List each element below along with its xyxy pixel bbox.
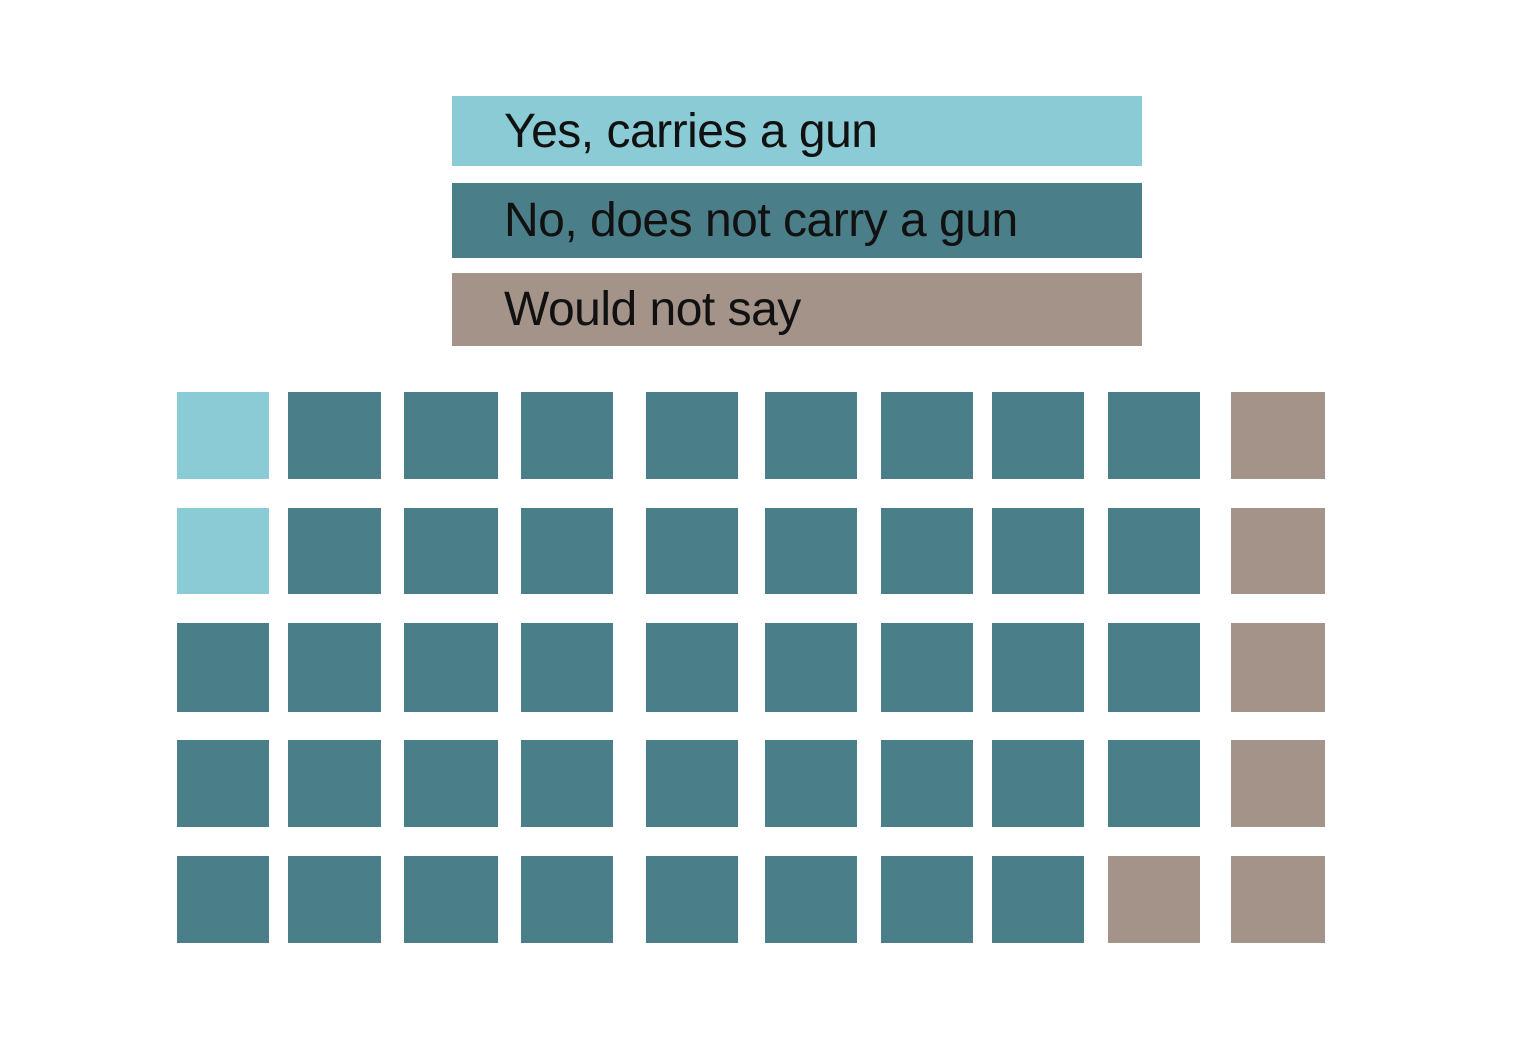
waffle-cell-no: [992, 740, 1084, 827]
waffle-cell-no: [646, 508, 738, 594]
waffle-cell-no: [765, 740, 857, 827]
waffle-cell-no: [521, 392, 613, 479]
waffle-cell-no: [881, 392, 973, 479]
waffle-cell-wns: [1231, 508, 1325, 594]
waffle-cell-no: [1108, 392, 1200, 479]
legend-item-would-not-say: Would not say: [452, 273, 1142, 346]
waffle-cell-no: [765, 392, 857, 479]
waffle-cell-wns: [1231, 623, 1325, 712]
waffle-cell-no: [404, 740, 498, 827]
waffle-cell-no: [177, 623, 269, 712]
waffle-cell-no: [992, 392, 1084, 479]
waffle-cell-no: [404, 856, 498, 943]
waffle-cell-no: [646, 856, 738, 943]
waffle-cell-no: [404, 623, 498, 712]
waffle-cell-no: [1108, 508, 1200, 594]
waffle-cell-no: [177, 740, 269, 827]
waffle-cell-yes: [177, 392, 269, 479]
waffle-cell-no: [521, 508, 613, 594]
waffle-cell-no: [765, 623, 857, 712]
legend-label-would-not-say: Would not say: [504, 283, 801, 336]
waffle-cell-yes: [177, 508, 269, 594]
waffle-cell-no: [1108, 740, 1200, 827]
waffle-cell-no: [521, 856, 613, 943]
legend-label-yes: Yes, carries a gun: [504, 104, 878, 158]
waffle-cell-no: [992, 623, 1084, 712]
waffle-cell-no: [288, 740, 381, 827]
waffle-cell-no: [765, 508, 857, 594]
waffle-cell-no: [1108, 623, 1200, 712]
waffle-cell-no: [646, 623, 738, 712]
waffle-cell-no: [881, 856, 973, 943]
waffle-cell-no: [881, 623, 973, 712]
legend-label-no: No, does not carry a gun: [504, 194, 1018, 247]
waffle-cell-wns: [1231, 740, 1325, 827]
waffle-cell-no: [404, 392, 498, 479]
waffle-cell-no: [177, 856, 269, 943]
waffle-cell-wns: [1231, 856, 1325, 943]
waffle-cell-no: [881, 508, 973, 594]
waffle-cell-no: [288, 623, 381, 712]
legend-item-yes: Yes, carries a gun: [452, 96, 1142, 166]
waffle-cell-wns: [1231, 392, 1325, 479]
waffle-cell-no: [521, 623, 613, 712]
waffle-cell-no: [288, 392, 381, 479]
waffle-cell-no: [881, 740, 973, 827]
waffle-cell-no: [521, 740, 613, 827]
waffle-cell-no: [765, 856, 857, 943]
waffle-cell-no: [288, 508, 381, 594]
waffle-cell-wns: [1108, 856, 1200, 943]
waffle-cell-no: [992, 856, 1084, 943]
waffle-cell-no: [646, 392, 738, 479]
waffle-cell-no: [992, 508, 1084, 594]
legend-item-no: No, does not carry a gun: [452, 183, 1142, 258]
waffle-cell-no: [288, 856, 381, 943]
waffle-cell-no: [646, 740, 738, 827]
waffle-cell-no: [404, 508, 498, 594]
